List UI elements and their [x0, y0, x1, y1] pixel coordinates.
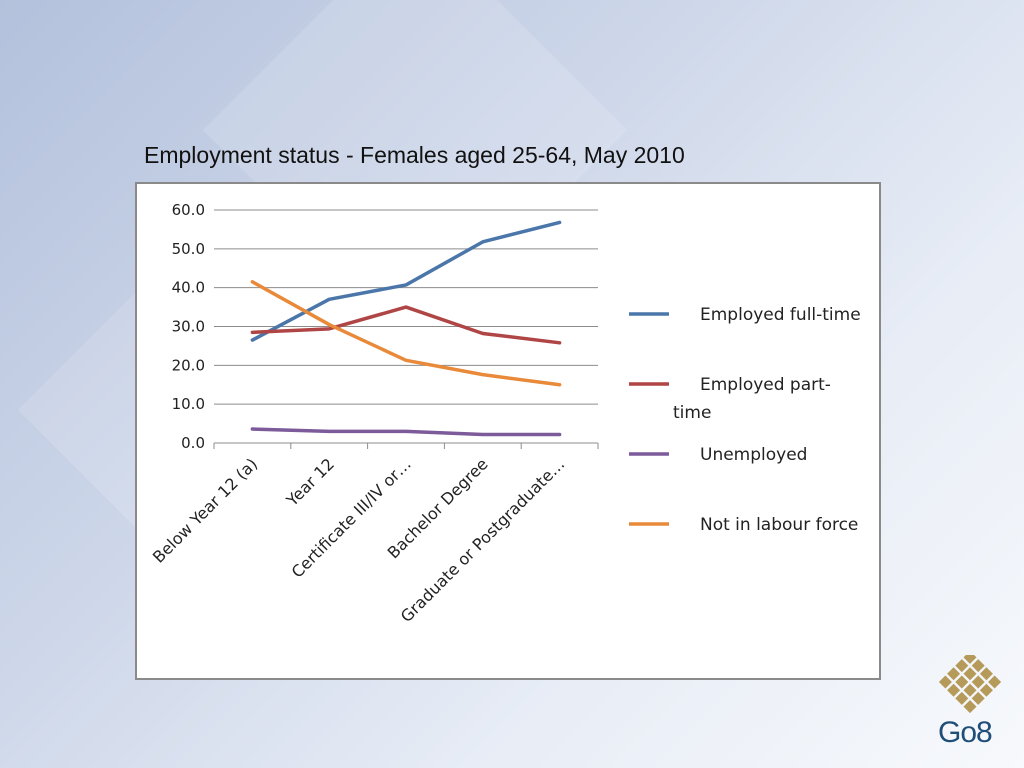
series-line — [250, 280, 562, 387]
logo-text: Go8 — [938, 716, 993, 749]
logo-dot — [988, 675, 1002, 689]
legend-label: Unemployed — [700, 445, 807, 465]
logo-dot — [963, 667, 977, 681]
logo-dot — [947, 683, 961, 697]
go8-logo-icon — [938, 655, 1002, 714]
chart-title: Employment status - Females aged 25-64, … — [144, 142, 685, 168]
logo-dot — [971, 659, 985, 673]
y-tick-label: 30.0 — [172, 318, 205, 336]
series-line — [250, 305, 562, 345]
logo-dot — [963, 683, 977, 697]
y-tick-label: 60.0 — [172, 201, 205, 219]
x-category-label: Below Year 12 (a) — [149, 454, 261, 566]
y-tick-label: 0.0 — [181, 434, 205, 452]
logo-dot — [971, 691, 985, 705]
y-tick-label: 10.0 — [172, 395, 205, 413]
x-category-label: Year 12 — [282, 454, 338, 510]
series-line — [250, 220, 562, 342]
logo-dot — [955, 691, 969, 705]
logo-dot — [947, 667, 961, 681]
logo-dot — [963, 700, 977, 714]
legend-label: Employed part-time — [673, 375, 831, 423]
logo-dot — [955, 675, 969, 689]
x-category-label: Graduate or Postgraduate… — [397, 454, 569, 626]
logo-dot — [963, 655, 977, 664]
y-tick-label: 20.0 — [172, 356, 205, 374]
logo-dot — [979, 667, 993, 681]
logo-dot — [971, 675, 985, 689]
logo-dot — [938, 675, 952, 689]
y-tick-label: 40.0 — [172, 279, 205, 297]
chart-frame: 0.0 10.0 20.0 30.0 40.0 50.0 60.0 Below Year 12… — [135, 182, 881, 680]
legend-label: Not in labour force — [700, 515, 858, 535]
line-chart: 0.0 10.0 20.0 30.0 40.0 50.0 60.0 Below Year 12… — [149, 201, 861, 626]
y-tick-label: 50.0 — [172, 240, 205, 258]
logo-dot — [955, 659, 969, 673]
series-line — [250, 427, 562, 437]
logo-dot — [979, 683, 993, 697]
legend-label: Employed full-time — [700, 305, 861, 325]
